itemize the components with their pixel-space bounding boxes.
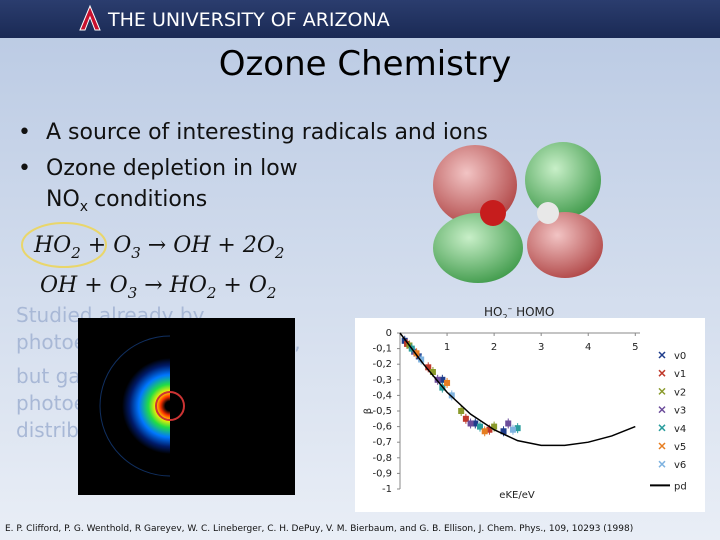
velocity-map-image [78, 318, 295, 495]
data-point [415, 353, 422, 360]
data-point [434, 376, 441, 383]
data-point [505, 420, 512, 427]
legend-swatch [658, 424, 666, 432]
y-axis-label: β [363, 408, 374, 414]
y-tick-label: -0,3 [372, 375, 392, 386]
data-point [425, 364, 432, 371]
legend-label: v5 [674, 442, 686, 453]
y-tick-label: -0,7 [372, 437, 392, 448]
data-point [514, 425, 521, 432]
data-point [429, 369, 436, 375]
equation-part: → OH + 2O [141, 233, 275, 258]
x-tick-label: 1 [444, 342, 450, 353]
text: conditions [94, 187, 207, 212]
bullet-text: NOx conditions [46, 187, 207, 215]
subscript: 2 [502, 313, 507, 322]
equation: HO2 + O3 → OH + 2O2 [33, 233, 284, 262]
legend-swatch [658, 406, 666, 414]
data-point [418, 356, 425, 363]
slide-title: Ozone Chemistry [219, 44, 512, 84]
species: NO [46, 187, 80, 212]
equation-part: HO [33, 233, 71, 258]
y-tick-label: -0,4 [372, 390, 392, 401]
orbital-image [433, 142, 603, 283]
x-tick-label: 2 [491, 342, 497, 353]
highlight-circle [21, 222, 107, 268]
data-point [491, 423, 498, 430]
data-point [401, 337, 408, 344]
bullet-mark: • [18, 120, 31, 145]
legend-label: v4 [674, 424, 686, 435]
legend-swatch [658, 387, 666, 395]
subscript: 3 [128, 284, 138, 302]
legend-label: pd [674, 481, 687, 492]
fit-line [399, 332, 636, 447]
data-point [509, 426, 516, 433]
x-tick-label: 3 [538, 342, 544, 353]
data-point [448, 392, 455, 399]
data-point [472, 420, 479, 427]
citation: E. P. Clifford, P. G. Wenthold, R Gareye… [5, 524, 633, 534]
y-tick-label: -0,9 [372, 468, 392, 479]
bullet-text: Ozone depletion in low [46, 156, 298, 181]
subscript: 2 [206, 284, 217, 302]
equation-part: → HO [137, 273, 207, 298]
text: HOMO [516, 305, 554, 319]
legend-swatch [658, 442, 666, 450]
legend-label: v2 [674, 387, 686, 398]
data-point [462, 415, 469, 422]
subscript: x [80, 199, 88, 215]
superscript: – [508, 304, 513, 314]
x-axis-label: eKE/eV [499, 490, 535, 501]
y-tick-label: -0,5 [372, 406, 392, 417]
bullet-mark: • [18, 156, 31, 181]
chart: 0 -0,1 -0,2 -0,3 -0,4 -0,5 -0,6 -0,7 -0,8 -0,9 -1 1… [363, 328, 687, 501]
data-point [458, 408, 465, 414]
y-tick-label: -0,1 [372, 344, 392, 355]
subscript: 2 [70, 244, 81, 262]
bullet-text: A source of interesting radicals and ion… [46, 120, 488, 145]
header-text: THE UNIVERSITY OF ARIZONA [107, 9, 390, 31]
x-tick-label: 5 [632, 342, 638, 353]
equation-part: OH + O [40, 273, 128, 298]
logo [79, 4, 101, 31]
subscript: 3 [131, 244, 141, 262]
equation: OH + O3 → HO2 + O2 [40, 273, 276, 302]
data-point [467, 420, 474, 427]
y-tick-label: -0,8 [372, 453, 392, 464]
subscript: 2 [266, 284, 277, 302]
data-point [477, 423, 483, 430]
data-point [481, 428, 488, 435]
data-point [486, 426, 493, 433]
y-tick-label: -0,6 [372, 422, 392, 433]
legend-label: v1 [674, 369, 686, 380]
y-tick-label: -0,2 [372, 359, 392, 370]
y-tick-label: -1 [382, 484, 392, 495]
legend-label: v0 [674, 351, 686, 362]
y-tick-label: 0 [386, 328, 392, 339]
text: HO [484, 305, 502, 319]
legend-label: v6 [674, 460, 686, 471]
orbital-label: HO2– HOMO [484, 304, 554, 322]
data-point [439, 376, 446, 383]
x-tick-label: 4 [585, 342, 591, 353]
legend-label: v3 [674, 406, 686, 417]
equation-part: + O [216, 273, 266, 298]
legend-swatch [658, 351, 666, 359]
data-point [413, 350, 420, 357]
legend-swatch [658, 369, 666, 377]
header-bar [0, 0, 720, 38]
data-point [444, 379, 451, 386]
subscript: 2 [274, 244, 285, 262]
data-point [500, 428, 507, 435]
legend-swatch [658, 460, 666, 468]
